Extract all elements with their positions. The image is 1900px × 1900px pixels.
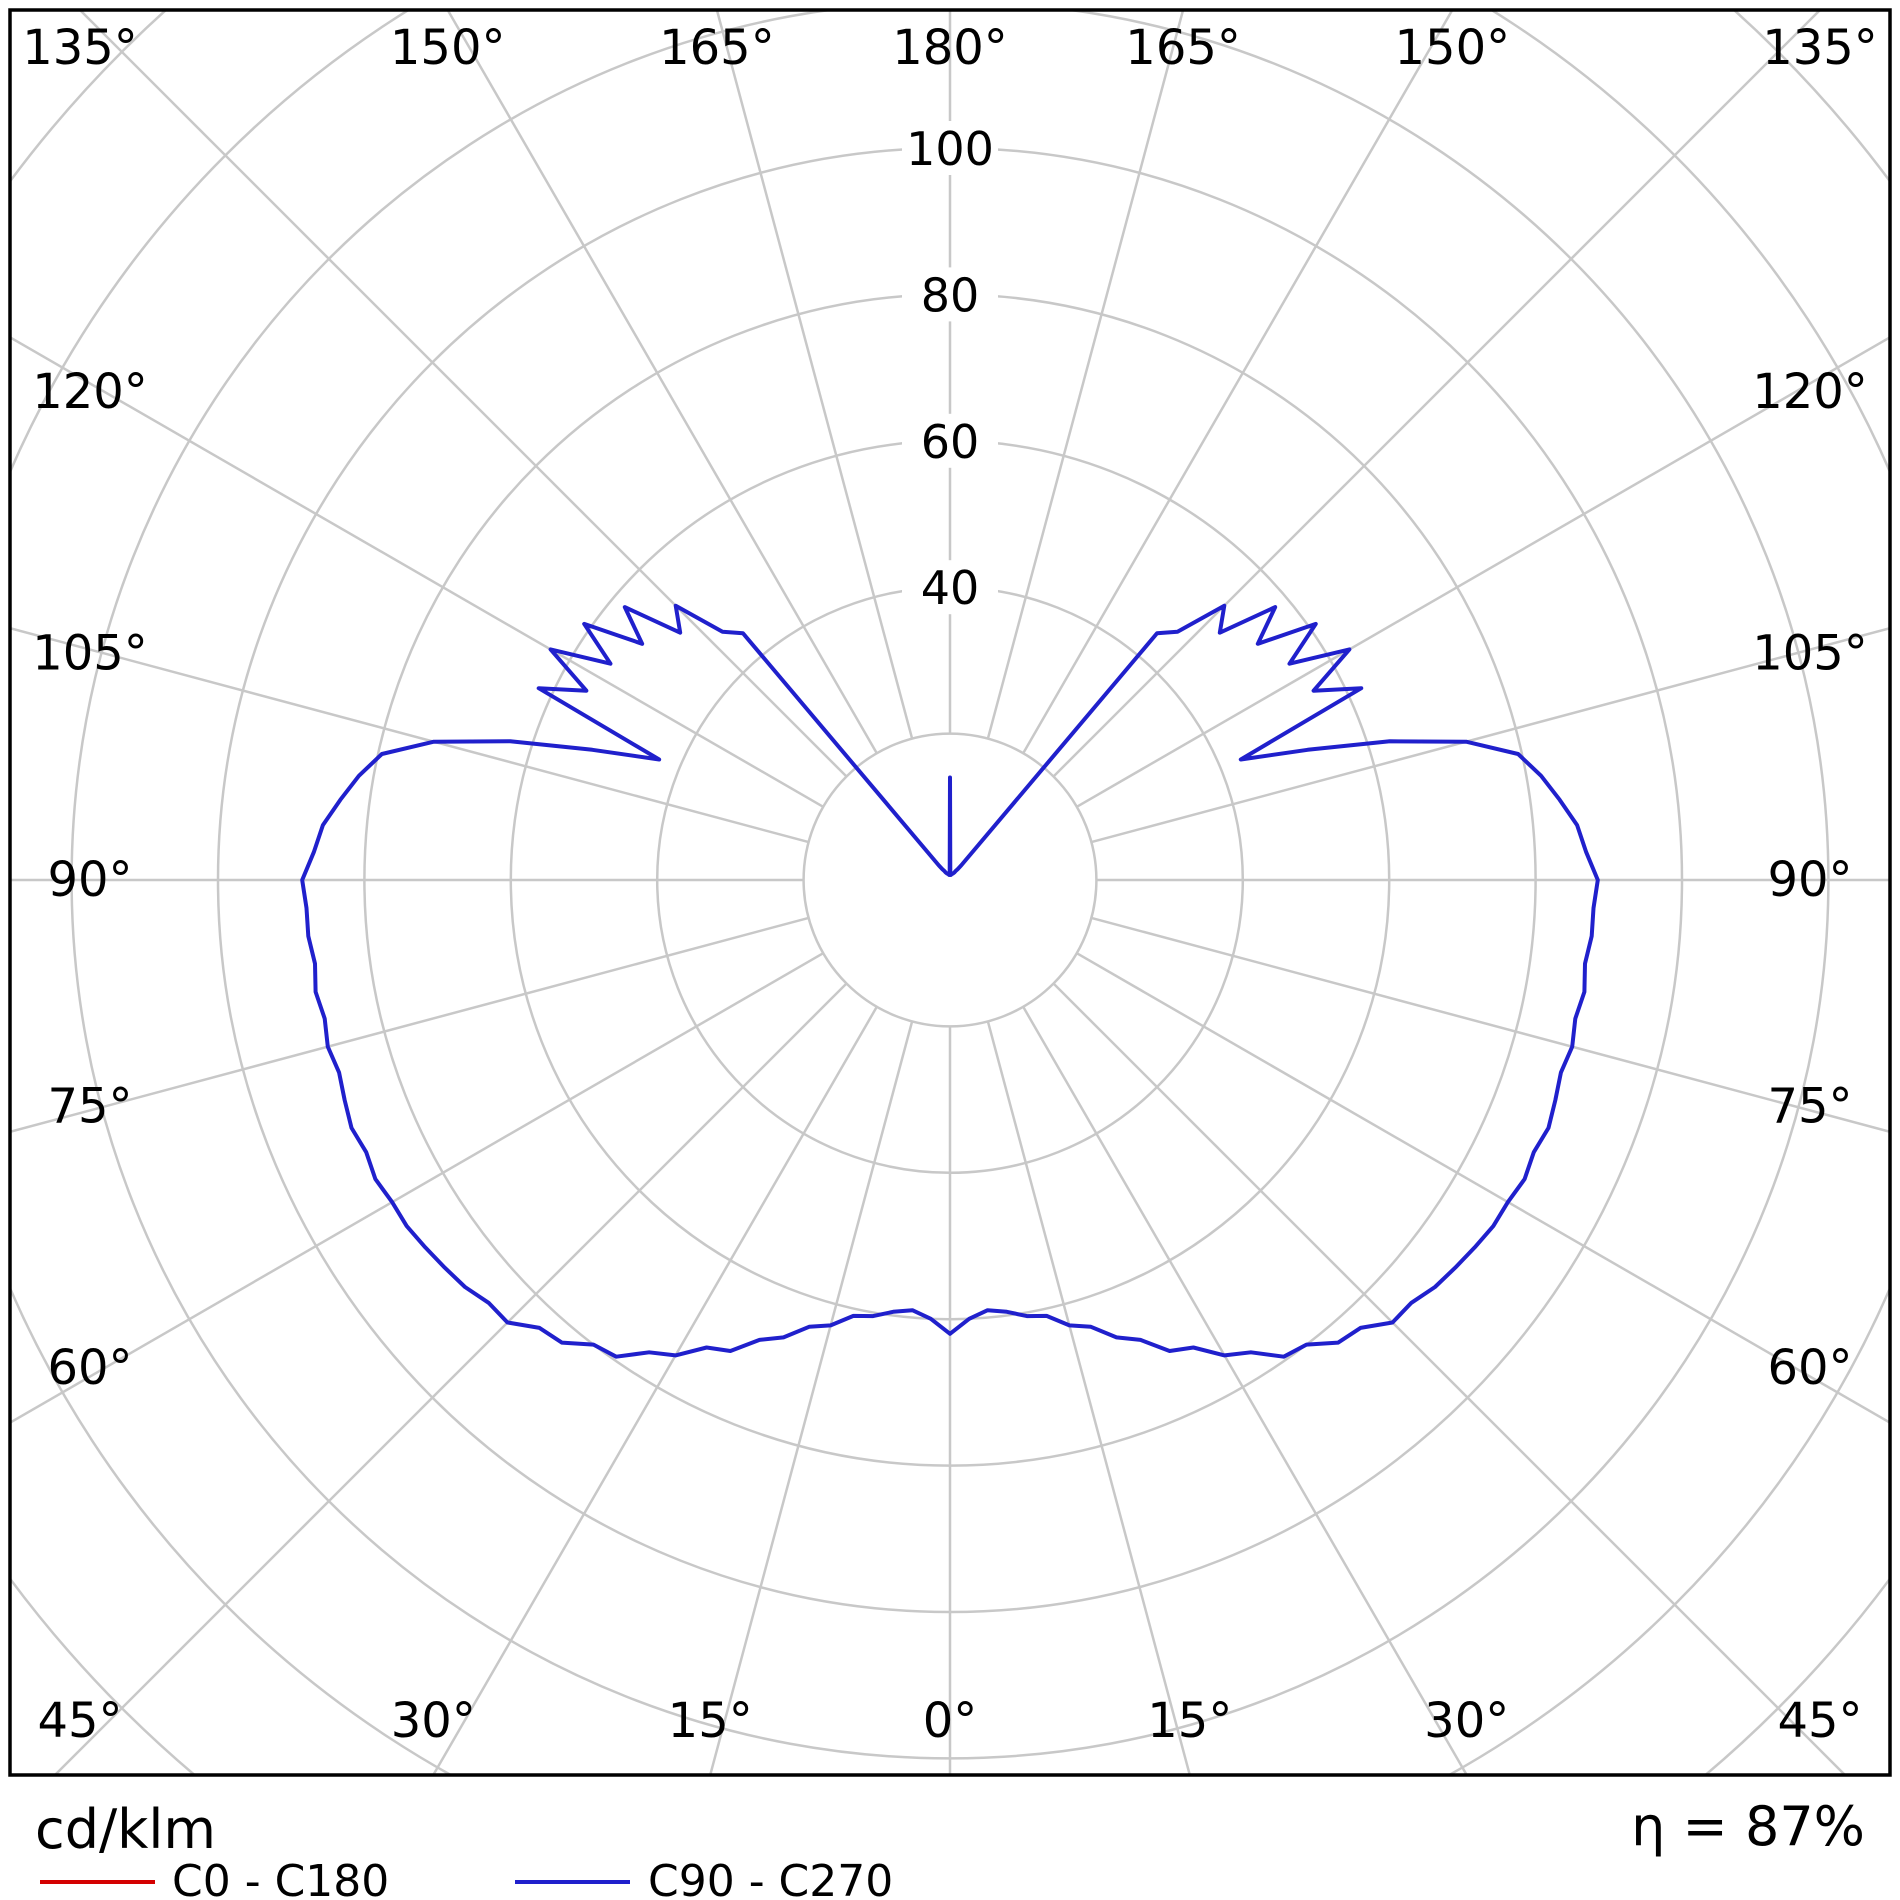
legend-label-c90-c270: C90 - C270 xyxy=(648,1856,893,1900)
grid-ray xyxy=(986,1021,1192,1775)
grid-ray xyxy=(1076,335,1890,808)
grid-ray xyxy=(1052,982,1847,1775)
angle-label: 15° xyxy=(668,1693,753,1749)
grid-ray xyxy=(53,982,848,1775)
angle-label: 90° xyxy=(47,852,132,908)
grid-ray xyxy=(10,952,824,1425)
grid-ray xyxy=(715,10,914,739)
angle-label: 75° xyxy=(1767,1078,1852,1134)
radial-tick-mask xyxy=(902,560,998,615)
legend-label-c0-c180: C0 - C180 xyxy=(172,1856,389,1900)
angle-label: 45° xyxy=(37,1693,122,1749)
grid-ray xyxy=(708,1021,914,1775)
radial-tick-mask xyxy=(902,121,998,175)
radial-tick-mask xyxy=(902,413,998,468)
angle-label: 120° xyxy=(1752,364,1868,420)
angle-label: 75° xyxy=(47,1078,132,1134)
efficiency-value: η = 87% xyxy=(1631,1795,1865,1858)
unit-label: cd/klm xyxy=(35,1798,216,1861)
angle-label: 150° xyxy=(1394,20,1510,76)
grid-ray xyxy=(10,335,824,808)
grid-ray xyxy=(1052,10,1822,778)
footer: cd/klm η = 87% C0 - C180 C90 - C270 xyxy=(35,1795,1865,1900)
angle-label: 60° xyxy=(1767,1340,1852,1396)
angle-label: 30° xyxy=(391,1693,476,1749)
grid-ray xyxy=(10,626,809,844)
angle-label: 165° xyxy=(659,20,775,76)
angle-label: 105° xyxy=(1752,626,1868,682)
grid-ray xyxy=(986,10,1185,739)
angle-label: 135° xyxy=(22,20,138,76)
angle-label: 165° xyxy=(1125,20,1241,76)
angle-label: 90° xyxy=(1767,852,1852,908)
radial-tick-label: 80 xyxy=(921,268,980,322)
radial-tick-label: 100 xyxy=(906,122,994,176)
angle-label: 150° xyxy=(390,20,506,76)
angle-label: 180° xyxy=(892,20,1008,76)
angle-label: 120° xyxy=(32,364,148,420)
radial-tick-label: 60 xyxy=(921,415,980,469)
radial-tick-label: 40 xyxy=(921,561,980,615)
angle-label: 60° xyxy=(47,1340,132,1396)
grid-ray xyxy=(1022,10,1454,754)
plot-frame xyxy=(8,8,1892,1777)
grid-ray xyxy=(78,10,848,778)
grid-ray xyxy=(1091,916,1890,1134)
grid-ray xyxy=(10,916,809,1134)
angle-label: 105° xyxy=(32,626,148,682)
grid-ray xyxy=(1091,626,1890,844)
grid-ray xyxy=(446,10,878,754)
angle-label: 0° xyxy=(923,1693,978,1749)
angle-label: 135° xyxy=(1762,20,1878,76)
grid-ray xyxy=(1076,952,1890,1425)
grid-ray xyxy=(431,1006,878,1775)
angle-label: 45° xyxy=(1777,1693,1862,1749)
c90-c270-curve xyxy=(300,603,1600,1359)
grid-ray xyxy=(1022,1006,1469,1775)
angle-label: 30° xyxy=(1424,1693,1509,1749)
angle-label: 15° xyxy=(1147,1693,1232,1749)
radial-tick-mask xyxy=(902,267,998,322)
